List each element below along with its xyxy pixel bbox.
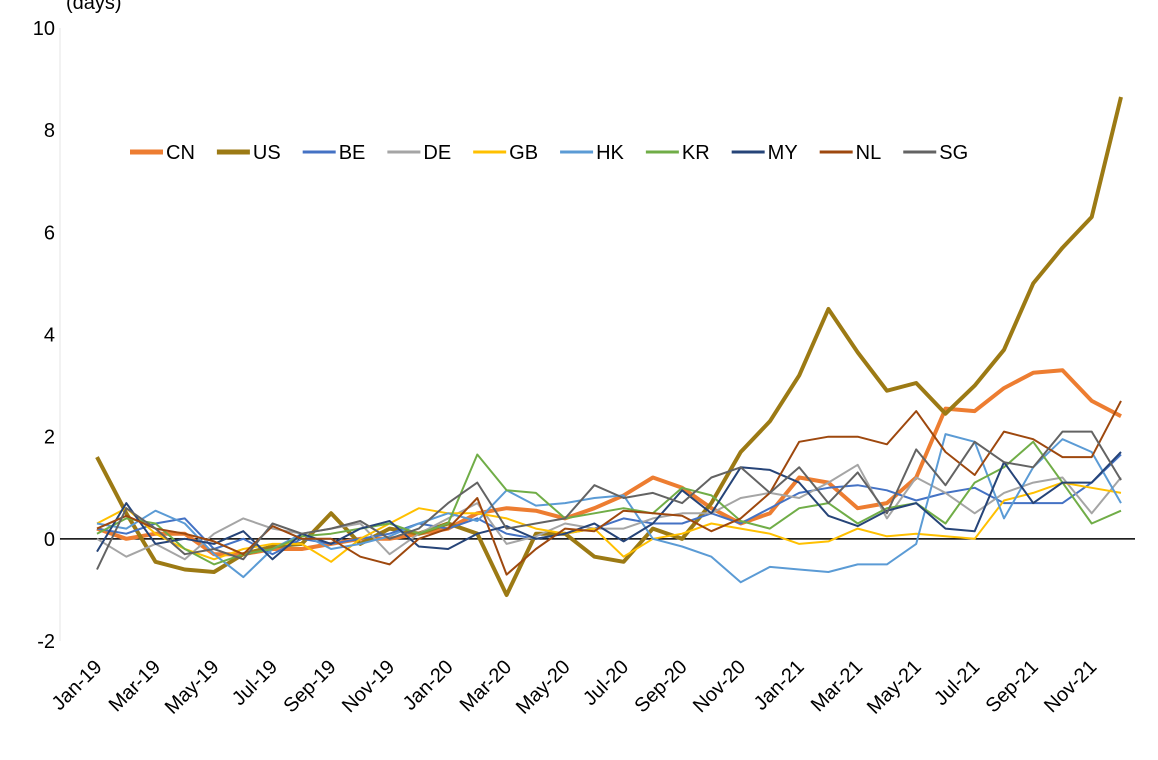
x-tick-label: May-21 — [863, 656, 926, 719]
legend-label: CN — [166, 142, 195, 164]
x-tick-label: Sep-20 — [631, 656, 692, 717]
legend-label: KR — [682, 142, 710, 164]
x-tick-label: May-19 — [161, 656, 224, 719]
x-tick-label: Jan-19 — [48, 656, 107, 715]
x-tick-label: Nov-19 — [338, 656, 399, 717]
legend-label: NL — [856, 142, 882, 164]
x-tick-label: Jul-20 — [579, 656, 633, 710]
x-tick-label: Mar-21 — [807, 656, 867, 716]
x-tick-label: Sep-21 — [982, 656, 1043, 717]
series-line — [96, 463, 1122, 561]
series-line — [96, 440, 1122, 566]
x-tick-label: May-20 — [512, 656, 575, 719]
x-tick-label: Nov-21 — [1040, 656, 1101, 717]
series-line — [96, 368, 1122, 557]
legend-label: BE — [339, 142, 366, 164]
y-tick-label: 4 — [44, 325, 55, 347]
legend-label: US — [253, 142, 281, 164]
y-tick-label: 6 — [44, 222, 55, 244]
x-tick-label: Jan-20 — [399, 656, 458, 715]
legend-label: SG — [939, 142, 968, 164]
y-tick-label: 10 — [33, 18, 55, 40]
x-tick-label: Jul-21 — [930, 656, 984, 710]
y-tick-label: -2 — [37, 631, 55, 653]
series-line — [95, 96, 1123, 597]
series-line — [96, 430, 1122, 570]
series-line — [96, 451, 1122, 561]
y-tick-label: 8 — [44, 120, 55, 142]
legend-label: DE — [423, 142, 451, 164]
x-tick-label: Nov-20 — [689, 656, 750, 717]
series-line — [96, 481, 1122, 563]
y-tick-label: 0 — [44, 529, 55, 551]
x-tick-label: Jan-21 — [750, 656, 809, 715]
x-tick-label: Jul-19 — [228, 656, 282, 710]
x-tick-label: Mar-20 — [456, 656, 516, 716]
legend-label: GB — [509, 142, 538, 164]
y-axis-label: (days) — [66, 0, 122, 14]
series-line — [96, 453, 1122, 556]
series-line — [96, 400, 1122, 576]
x-tick-label: Mar-19 — [105, 656, 165, 716]
x-tick-label: Sep-19 — [279, 656, 340, 717]
legend-label: MY — [768, 142, 798, 164]
y-tick-label: 2 — [44, 427, 55, 449]
legend-label: HK — [596, 142, 624, 164]
